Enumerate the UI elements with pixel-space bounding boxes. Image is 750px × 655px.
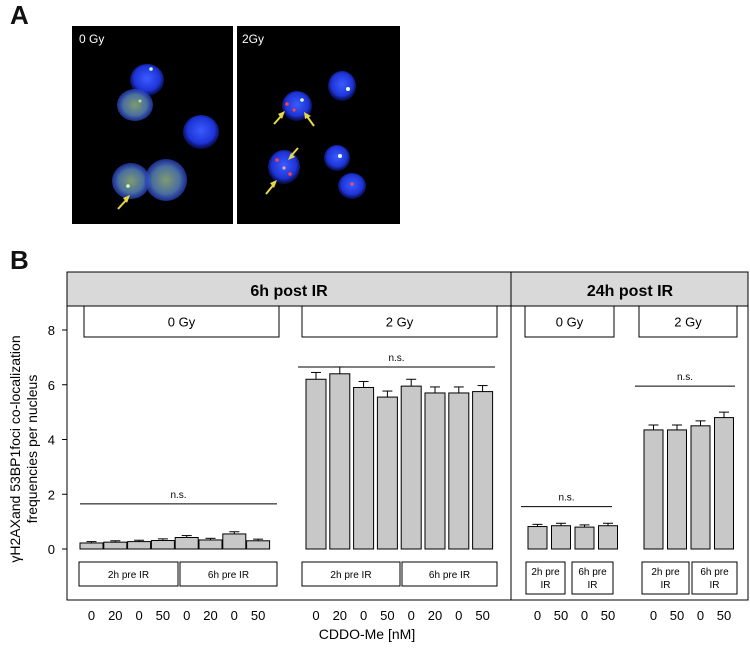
pretreatment-box bbox=[179, 561, 278, 587]
x-tick-label: 0 bbox=[360, 608, 367, 623]
pretreatment-box bbox=[691, 561, 738, 595]
plot-frame bbox=[66, 271, 749, 601]
bar bbox=[329, 373, 351, 550]
micrograph-label-0gy: 0 Gy bbox=[79, 32, 104, 46]
ns-label: n.s. bbox=[388, 353, 404, 364]
bar bbox=[448, 392, 470, 550]
dose-box bbox=[524, 305, 615, 338]
dose-label: 0 Gy bbox=[168, 315, 196, 330]
section-title: 24h post IR bbox=[587, 283, 674, 300]
x-tick-label: 50 bbox=[156, 608, 170, 623]
ns-label: n.s. bbox=[677, 372, 693, 383]
x-tick-label: 50 bbox=[717, 608, 731, 623]
bar bbox=[424, 392, 446, 550]
panel-label-b: B bbox=[10, 245, 29, 275]
dose-label: 2 Gy bbox=[674, 315, 702, 330]
pretreatment-label: 2h pre IR bbox=[651, 567, 680, 591]
pretreatment-box bbox=[401, 561, 498, 587]
bar bbox=[103, 541, 128, 550]
pretreatment-label: 2h pre IR bbox=[108, 570, 149, 581]
bar bbox=[551, 525, 571, 550]
x-tick-label: 20 bbox=[428, 608, 442, 623]
bar bbox=[667, 429, 687, 550]
pretreatment-box bbox=[641, 561, 690, 595]
bar bbox=[246, 540, 271, 550]
x-tick-label: 0 bbox=[183, 608, 190, 623]
pretreatment-label: 6h pre IR bbox=[429, 570, 470, 581]
micrograph-0gy: 0 Gy bbox=[72, 26, 233, 224]
x-tick-label: 0 bbox=[408, 608, 415, 623]
x-tick-label: 0 bbox=[231, 608, 238, 623]
x-tick-label: 0 bbox=[534, 608, 541, 623]
pretreatment-box bbox=[78, 561, 179, 587]
bar bbox=[643, 429, 664, 550]
x-tick-label: 20 bbox=[203, 608, 217, 623]
pretreatment-box bbox=[525, 561, 566, 595]
dose-box bbox=[83, 305, 280, 338]
x-tick-label: 50 bbox=[554, 608, 568, 623]
y-tick-label: 8 bbox=[48, 323, 55, 338]
micrograph-2gy: 2Gy bbox=[237, 26, 400, 224]
pretreatment-label: 6h pre IR bbox=[208, 570, 249, 581]
section-title: 6h post IR bbox=[250, 283, 328, 300]
x-tick-label: 20 bbox=[108, 608, 122, 623]
x-tick-label: 0 bbox=[581, 608, 588, 623]
x-tick-label: 50 bbox=[380, 608, 394, 623]
bar bbox=[598, 525, 618, 550]
bar bbox=[574, 526, 595, 550]
x-axis-label: CDDO-Me [nM] bbox=[319, 626, 415, 642]
dose-label: 2 Gy bbox=[386, 315, 414, 330]
bar bbox=[527, 526, 548, 550]
bar bbox=[353, 386, 375, 550]
y-tick-label: 2 bbox=[48, 487, 55, 502]
x-tick-label: 0 bbox=[135, 608, 142, 623]
panel-label-a: A bbox=[10, 0, 29, 30]
pretreatment-box bbox=[301, 561, 401, 587]
y-tick-label: 4 bbox=[48, 433, 55, 448]
ns-label: n.s. bbox=[558, 493, 574, 504]
bar bbox=[174, 537, 199, 550]
pretreatment-label: 2h pre IR bbox=[330, 570, 371, 581]
bar bbox=[472, 391, 494, 550]
y-axis-label-line2: frequencies per nucleus bbox=[24, 375, 40, 524]
pretreatment-label: 6h pre IR bbox=[578, 567, 607, 591]
x-tick-label: 50 bbox=[475, 608, 489, 623]
bar bbox=[305, 378, 327, 550]
bar bbox=[690, 425, 711, 550]
bar bbox=[198, 539, 223, 550]
x-tick-label: 0 bbox=[88, 608, 95, 623]
y-axis-label-line1: γH2AXand 53BP1foci co-localization bbox=[7, 335, 23, 562]
x-tick-label: 0 bbox=[455, 608, 462, 623]
pretreatment-box bbox=[571, 561, 614, 595]
x-tick-label: 0 bbox=[697, 608, 704, 623]
x-tick-label: 20 bbox=[333, 608, 347, 623]
y-tick-label: 6 bbox=[48, 378, 55, 393]
ns-label: n.s. bbox=[170, 490, 186, 501]
pretreatment-label: 2h pre IR bbox=[531, 567, 560, 591]
micrograph-svg: 0 Gy 2Gy bbox=[72, 26, 400, 224]
bar bbox=[127, 541, 152, 550]
dose-box bbox=[301, 305, 498, 338]
x-tick-label: 50 bbox=[670, 608, 684, 623]
x-tick-label: 0 bbox=[650, 608, 657, 623]
micrograph-figure: 0 Gy 2Gy bbox=[72, 26, 400, 224]
dose-label: 0 Gy bbox=[556, 315, 584, 330]
x-tick-label: 50 bbox=[251, 608, 265, 623]
bar bbox=[376, 396, 398, 550]
x-tick-label: 0 bbox=[312, 608, 319, 623]
bar bbox=[222, 533, 247, 550]
micrograph-label-2gy: 2Gy bbox=[242, 32, 264, 46]
bar bbox=[714, 417, 734, 550]
bar bbox=[79, 542, 104, 550]
pretreatment-label: 6h pre IR bbox=[700, 567, 729, 591]
dose-box bbox=[638, 305, 738, 338]
bar bbox=[400, 385, 422, 550]
bar bbox=[150, 540, 175, 550]
y-tick-label: 0 bbox=[48, 542, 55, 557]
x-tick-label: 50 bbox=[601, 608, 615, 623]
